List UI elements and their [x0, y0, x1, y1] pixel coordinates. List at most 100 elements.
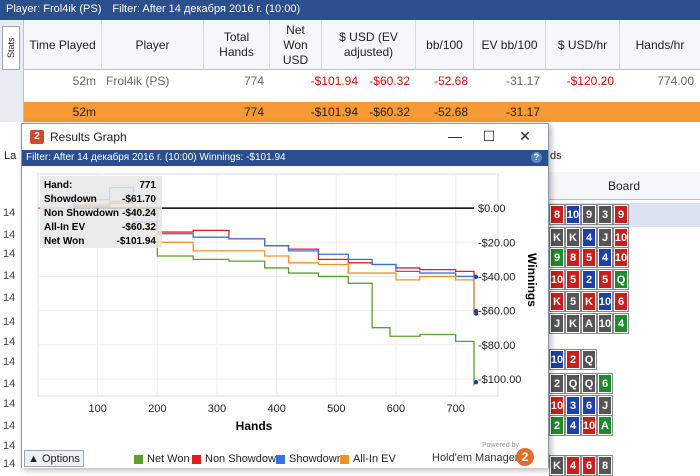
hm2-logo-icon: 2: [516, 448, 534, 466]
card: 10: [549, 349, 565, 370]
legend-net-won[interactable]: Net Won: [134, 452, 190, 466]
legend-swatch: [276, 454, 285, 464]
board-cards: 9 8 5 4 10: [549, 247, 629, 268]
card: 2: [565, 349, 581, 370]
col-header-usd-hr[interactable]: $ USD/hr: [546, 20, 620, 70]
player-label: Player: Frol4ik (PS): [6, 3, 102, 15]
board-cards: K 5 K 10 6: [549, 291, 629, 312]
col-header-player[interactable]: Player: [102, 20, 204, 70]
legend-non-showdown[interactable]: Non Showdown: [192, 452, 282, 466]
legend-label: Showdown: [289, 453, 343, 465]
board-cards: J K A 10 4: [549, 313, 629, 334]
board-cards: K K 4 J 10: [549, 227, 629, 248]
card: 8: [549, 204, 565, 225]
board-cards: 8 10 9 3 9: [549, 204, 629, 225]
total-hands: 774: [243, 105, 264, 119]
graph-footer: ▲ Options Net Won Non Showdown Showdown …: [22, 442, 548, 468]
card: Q: [613, 269, 629, 290]
row-number: 14: [3, 420, 16, 432]
card: 5: [565, 269, 581, 290]
maximize-icon[interactable]: ☐: [482, 128, 496, 144]
window-header: Player: Frol4ik (PS) Filter: After 14 де…: [0, 0, 700, 20]
x-tick-label: 700: [446, 403, 464, 415]
partial-ds-label: ds: [550, 150, 562, 162]
x-tick-label: 200: [148, 403, 166, 415]
card: K: [581, 291, 597, 312]
y-axis-label: Winnings: [525, 253, 539, 307]
stats-tab[interactable]: Stats: [2, 26, 20, 70]
card: A: [581, 313, 597, 334]
options-label: Options: [41, 452, 80, 465]
row-number: 14: [3, 270, 16, 282]
card: 8: [597, 455, 613, 476]
summary-value: -$40.24: [122, 208, 156, 219]
card: 6: [581, 455, 597, 476]
card: Q: [565, 373, 581, 394]
cell-ev-adjusted: -$60.32: [369, 74, 410, 88]
card: J: [597, 395, 613, 416]
summary-value: -$61.70: [122, 194, 156, 205]
col-header-time-played[interactable]: Time Played: [24, 20, 102, 70]
card: 10: [549, 395, 565, 416]
card: 4: [565, 455, 581, 476]
col-header-net-won[interactable]: Net Won USD: [270, 20, 322, 70]
legend-showdown[interactable]: Showdown: [276, 452, 343, 466]
board-cards: 10 3 6 J: [549, 395, 613, 416]
filter-label: Filter: After 14 декабря 2016 г. (10:00): [112, 3, 301, 15]
x-tick-label: 100: [88, 403, 106, 415]
col-header-total-hands[interactable]: Total Hands: [204, 20, 270, 70]
card: Q: [581, 349, 597, 370]
row-number: 14: [3, 398, 16, 410]
total-net-won: -$101.94: [310, 105, 358, 119]
y-tick-label: -$20.00: [478, 237, 515, 249]
hm-logo-icon: 2: [30, 130, 44, 144]
summary-value: -$60.32: [122, 222, 156, 233]
row-number: 14: [3, 207, 16, 219]
y-tick-label: -$40.00: [478, 271, 515, 283]
col-header-bb100[interactable]: bb/100: [416, 20, 474, 70]
card: K: [549, 227, 565, 248]
results-graph-window[interactable]: 2 Results Graph — ☐ ✕ Filter: After 14 д…: [21, 123, 549, 468]
card: K: [565, 313, 581, 334]
series-end-point: [473, 308, 479, 314]
table-row[interactable]: 52m Frol4ik (PS) 774 -$101.94 -$60.32 -5…: [24, 70, 700, 92]
col-header-hands-hr[interactable]: Hands/hr: [635, 37, 685, 52]
card: 4: [597, 247, 613, 268]
brand-label: Hold'em Manager: [432, 452, 519, 464]
help-icon[interactable]: ?: [531, 152, 542, 163]
minimize-icon[interactable]: —: [448, 128, 462, 144]
legend-label: All-In EV: [353, 453, 396, 465]
card: J: [549, 313, 565, 334]
graph-filter-text: Filter: After 14 декабря 2016 г. (10:00)…: [26, 152, 286, 163]
legend-swatch: [340, 454, 349, 464]
col-header-ev-adjusted[interactable]: $ USD (EV adjusted): [322, 20, 416, 70]
legend-all-in-ev[interactable]: All-In EV: [340, 452, 396, 466]
card: A: [597, 415, 613, 436]
col-header-ev-bb100[interactable]: EV bb/100: [474, 20, 546, 70]
total-bb100: -52.68: [433, 105, 468, 119]
close-icon[interactable]: ✕: [519, 128, 531, 144]
col-header-board[interactable]: Board: [548, 172, 700, 200]
summary-value: -$101.94: [117, 236, 157, 247]
summary-label: Net Won: [44, 236, 84, 247]
partial-tab-label[interactable]: La: [4, 150, 17, 162]
plot-area: [37, 173, 499, 397]
card: 4: [565, 415, 581, 436]
card: 6: [597, 373, 613, 394]
cell-hands-hr: 774.00: [657, 74, 694, 88]
graph-window-title: Results Graph: [50, 130, 127, 144]
board-cards: 10 5 2 5 Q: [549, 269, 629, 290]
legend-label: Net Won: [147, 453, 190, 465]
y-tick-label: -$100.00: [478, 374, 521, 386]
card: 9: [581, 204, 597, 225]
row-number: 14: [3, 378, 16, 390]
graph-filter-bar: Filter: After 14 декабря 2016 г. (10:00)…: [22, 150, 548, 166]
graph-title-bar[interactable]: 2 Results Graph — ☐ ✕: [22, 124, 548, 150]
options-button[interactable]: ▲ Options: [24, 450, 84, 467]
board-cards: 2 4 10 A: [549, 415, 613, 436]
row-number: 14: [3, 316, 16, 328]
card: K: [549, 291, 565, 312]
stats-table-header: Time Played Player Total Hands Net Won U…: [24, 20, 700, 70]
table-total-row: 52m 774 -$101.94 -$60.32 -52.68 -31.17: [24, 102, 700, 122]
card: 9: [613, 204, 629, 225]
